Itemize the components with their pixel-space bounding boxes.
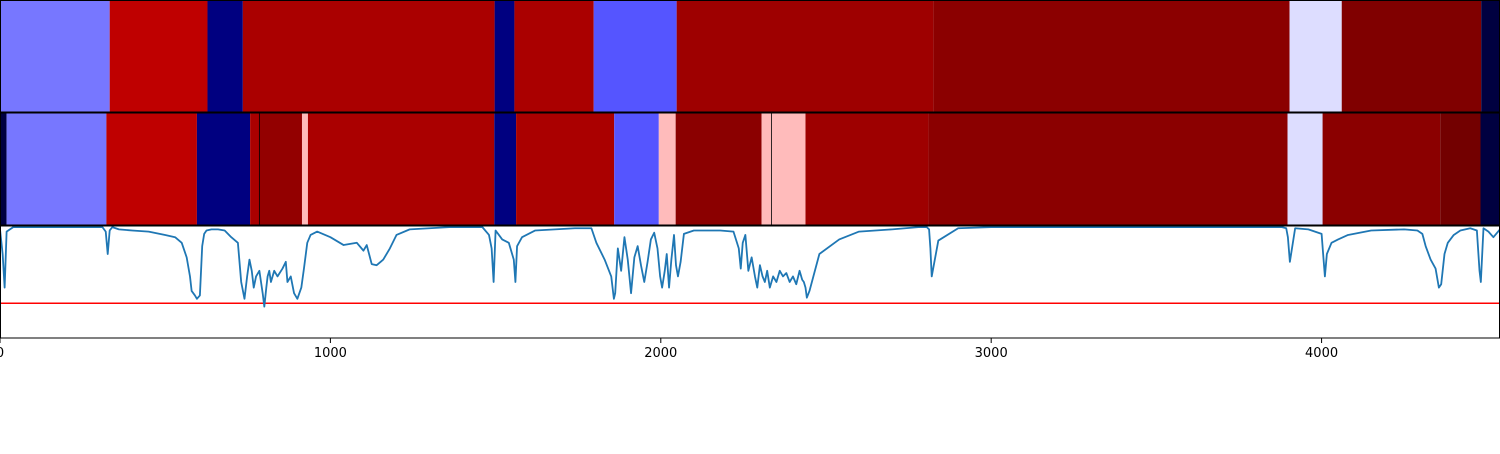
top-strip-segment-1 — [109, 0, 208, 112]
bottom-strip-segment-13 — [761, 113, 772, 225]
bottom-strip-segment-17 — [1287, 113, 1323, 225]
signal-line-panel — [0, 226, 1500, 308]
top-strip-segment-8 — [933, 0, 1290, 112]
bottom-strip-segment-10 — [614, 113, 659, 225]
bottom-strip-segment-19 — [1440, 113, 1481, 225]
signal-series-line — [0, 226, 1500, 308]
top-strip-segment-4 — [494, 0, 515, 112]
bottom-strip-segment-7 — [307, 113, 495, 225]
bottom-strip-segment-20 — [1480, 113, 1500, 225]
bottom-strip-segment-5 — [259, 113, 302, 225]
x-axis: 0 1000 2000 3000 4000 — [0, 338, 1338, 361]
top-strip-segment-5 — [514, 0, 594, 112]
top-strip-segment-10 — [1341, 0, 1482, 112]
top-strip-segment-2 — [207, 0, 243, 112]
x-tick-label-0: 0 — [0, 346, 4, 361]
top-strip-segment-3 — [242, 0, 495, 112]
top-strip-segment-6 — [593, 0, 677, 112]
bottom-strip-segment-12 — [675, 113, 762, 225]
bottom-strip-segment-16 — [928, 113, 1288, 225]
top-strip-segment-11 — [1481, 0, 1500, 112]
x-tick-label-4: 4000 — [1305, 346, 1338, 361]
bottom-strip-segment-18 — [1322, 113, 1441, 225]
bottom-strip-segment-15 — [805, 113, 929, 225]
segmentation-strip-bottom — [0, 113, 1500, 225]
bottom-strip-segment-9 — [516, 113, 615, 225]
bottom-strip-segment-4 — [250, 113, 260, 225]
x-tick-label-3: 3000 — [975, 346, 1008, 361]
top-strip-segment-0 — [0, 0, 110, 112]
bottom-strip-segment-2 — [106, 113, 197, 225]
bottom-strip-segment-0 — [0, 113, 7, 225]
line-panel-frame — [0, 225, 1500, 339]
bottom-strip-segment-8 — [494, 113, 517, 225]
bottom-strip-segment-6 — [301, 113, 308, 225]
top-strip-segment-9 — [1289, 0, 1342, 112]
top-strip-segment-7 — [676, 0, 934, 112]
bottom-strip-segment-14 — [771, 113, 806, 225]
bottom-strip-segment-1 — [6, 113, 107, 225]
x-tick-label-2: 2000 — [644, 346, 677, 361]
x-tick-label-1: 1000 — [314, 346, 347, 361]
bottom-strip-segment-11 — [658, 113, 676, 225]
segmentation-strip-top — [0, 0, 1500, 112]
bottom-strip-segment-3 — [196, 113, 251, 225]
